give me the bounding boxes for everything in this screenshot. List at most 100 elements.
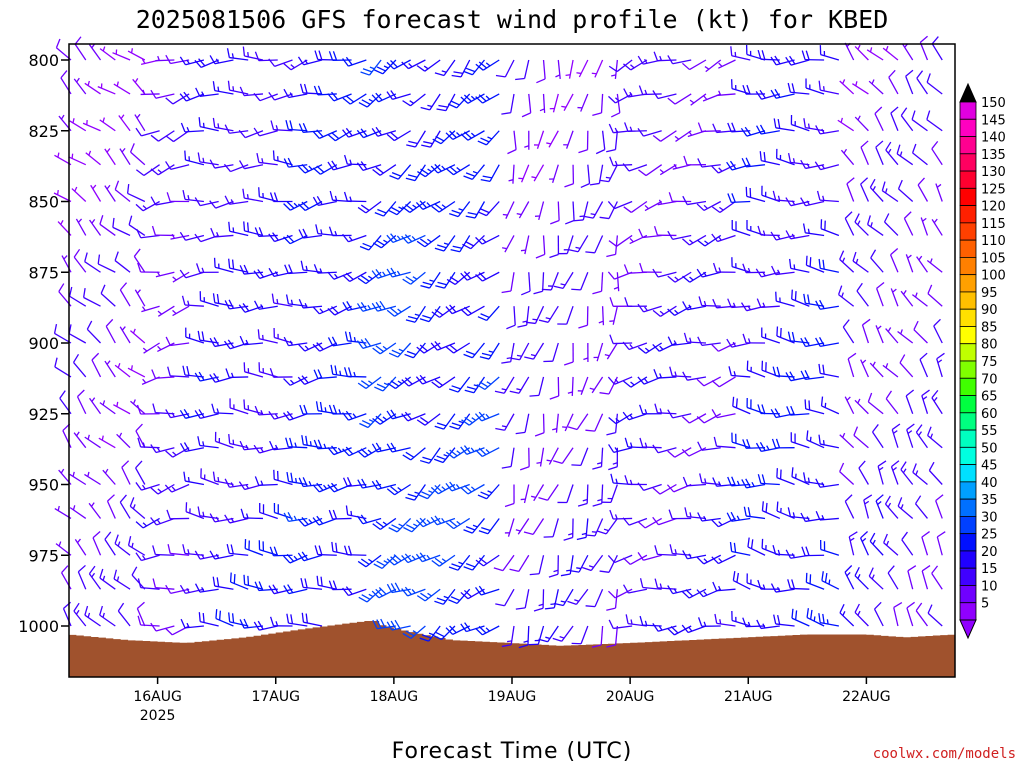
wind-barb: [140, 89, 160, 96]
wind-barb: [371, 442, 397, 453]
colorbar-cell: [959, 222, 977, 241]
wind-barb: [371, 300, 397, 312]
wind-barb: [697, 512, 721, 522]
wind-barb: [253, 269, 278, 279]
wind-barb: [837, 285, 855, 307]
wind-barb: [314, 545, 337, 556]
wind-barb: [223, 163, 249, 173]
wind-barb: [599, 164, 618, 183]
wind-barb: [430, 515, 456, 526]
wind-barb: [847, 352, 857, 378]
wind-barb: [373, 554, 397, 569]
wind-barb: [343, 367, 367, 378]
wind-barb: [589, 376, 604, 394]
wind-barb: [732, 396, 751, 415]
wind-barb: [515, 59, 530, 81]
wind-barb: [818, 613, 839, 627]
wind-barb: [104, 148, 116, 166]
wind-barb: [854, 603, 869, 627]
wind-barb: [608, 619, 633, 630]
wind-barb: [445, 517, 471, 530]
wind-barb: [134, 289, 146, 307]
wind-barb: [342, 446, 367, 457]
wind-barb: [476, 376, 500, 390]
wind-barb: [607, 588, 633, 599]
wind-barb: [755, 268, 780, 278]
wind-barb: [507, 130, 517, 155]
colorbar-label: 45: [981, 459, 998, 474]
wind-barb: [228, 221, 249, 237]
wind-barb: [652, 268, 677, 278]
wind-barb: [88, 565, 102, 590]
wind-barb: [711, 376, 736, 388]
x-tick-label: 21AUG: [724, 689, 773, 705]
wind-barb: [372, 413, 397, 425]
wind-barb: [638, 164, 663, 177]
wind-barb: [740, 126, 766, 137]
wind-barb: [357, 478, 382, 489]
wind-barb: [283, 59, 308, 71]
wind-barb: [578, 130, 589, 154]
wind-barb: [927, 426, 943, 449]
wind-barb: [113, 81, 131, 95]
wind-barb: [448, 588, 471, 605]
wind-barb: [165, 54, 190, 65]
colorbar-cell: [959, 412, 977, 431]
wind-barb: [669, 544, 692, 556]
wind-barb: [577, 376, 589, 395]
colorbar-label: 5: [981, 597, 989, 612]
wind-barb: [746, 573, 766, 590]
wind-barb: [239, 86, 264, 97]
y-tick-label: 800: [28, 51, 59, 70]
wind-barb: [731, 432, 751, 449]
wind-barb: [770, 583, 795, 593]
wind-barb: [653, 51, 677, 62]
wind-barb: [316, 575, 337, 590]
wind-barb: [852, 251, 869, 273]
wind-barb: [549, 164, 559, 184]
wind-barb: [711, 409, 736, 419]
wind-barb: [465, 201, 486, 219]
wind-barb: [875, 140, 884, 165]
wind-barb: [150, 196, 175, 206]
wind-barb: [742, 439, 766, 449]
wind-barb: [167, 544, 190, 556]
wind-barb: [654, 545, 677, 556]
wind-barb: [416, 59, 441, 72]
colorbar-label: 35: [981, 493, 998, 508]
wind-barb: [283, 410, 308, 421]
wind-barb: [243, 362, 264, 378]
wind-barb: [926, 258, 943, 273]
wind-barb: [104, 531, 116, 556]
wind-barb: [253, 92, 278, 102]
wind-barb: [697, 234, 722, 247]
wind-barb: [463, 554, 485, 571]
wind-barb: [182, 365, 204, 378]
wind-barb: [821, 571, 840, 590]
wind-barb: [128, 215, 146, 236]
wind-barb: [931, 140, 943, 166]
wind-barb: [358, 588, 382, 603]
wind-barb: [155, 55, 175, 62]
wind-barb: [873, 601, 884, 627]
wind-barb: [882, 363, 899, 378]
wind-barb: [239, 618, 264, 629]
colorbar-cell: [959, 291, 977, 310]
wind-barb: [269, 440, 293, 451]
y-tick-label: 900: [28, 334, 59, 353]
colorbar-label: 30: [981, 510, 998, 525]
wind-barb: [553, 588, 574, 607]
wind-barb: [533, 272, 545, 295]
colorbar-label: 20: [981, 545, 998, 560]
wind-barb: [242, 188, 264, 203]
wind-barb: [563, 342, 574, 366]
wind-barb: [254, 300, 278, 310]
wind-barb: [194, 58, 219, 68]
colorbar-cell: [959, 446, 977, 466]
wind-barb: [283, 157, 308, 168]
wind-barb: [150, 444, 175, 454]
wind-barb: [328, 509, 352, 520]
colorbar-label: 85: [981, 320, 998, 335]
wind-barb: [557, 484, 574, 504]
wind-barb: [933, 318, 943, 344]
